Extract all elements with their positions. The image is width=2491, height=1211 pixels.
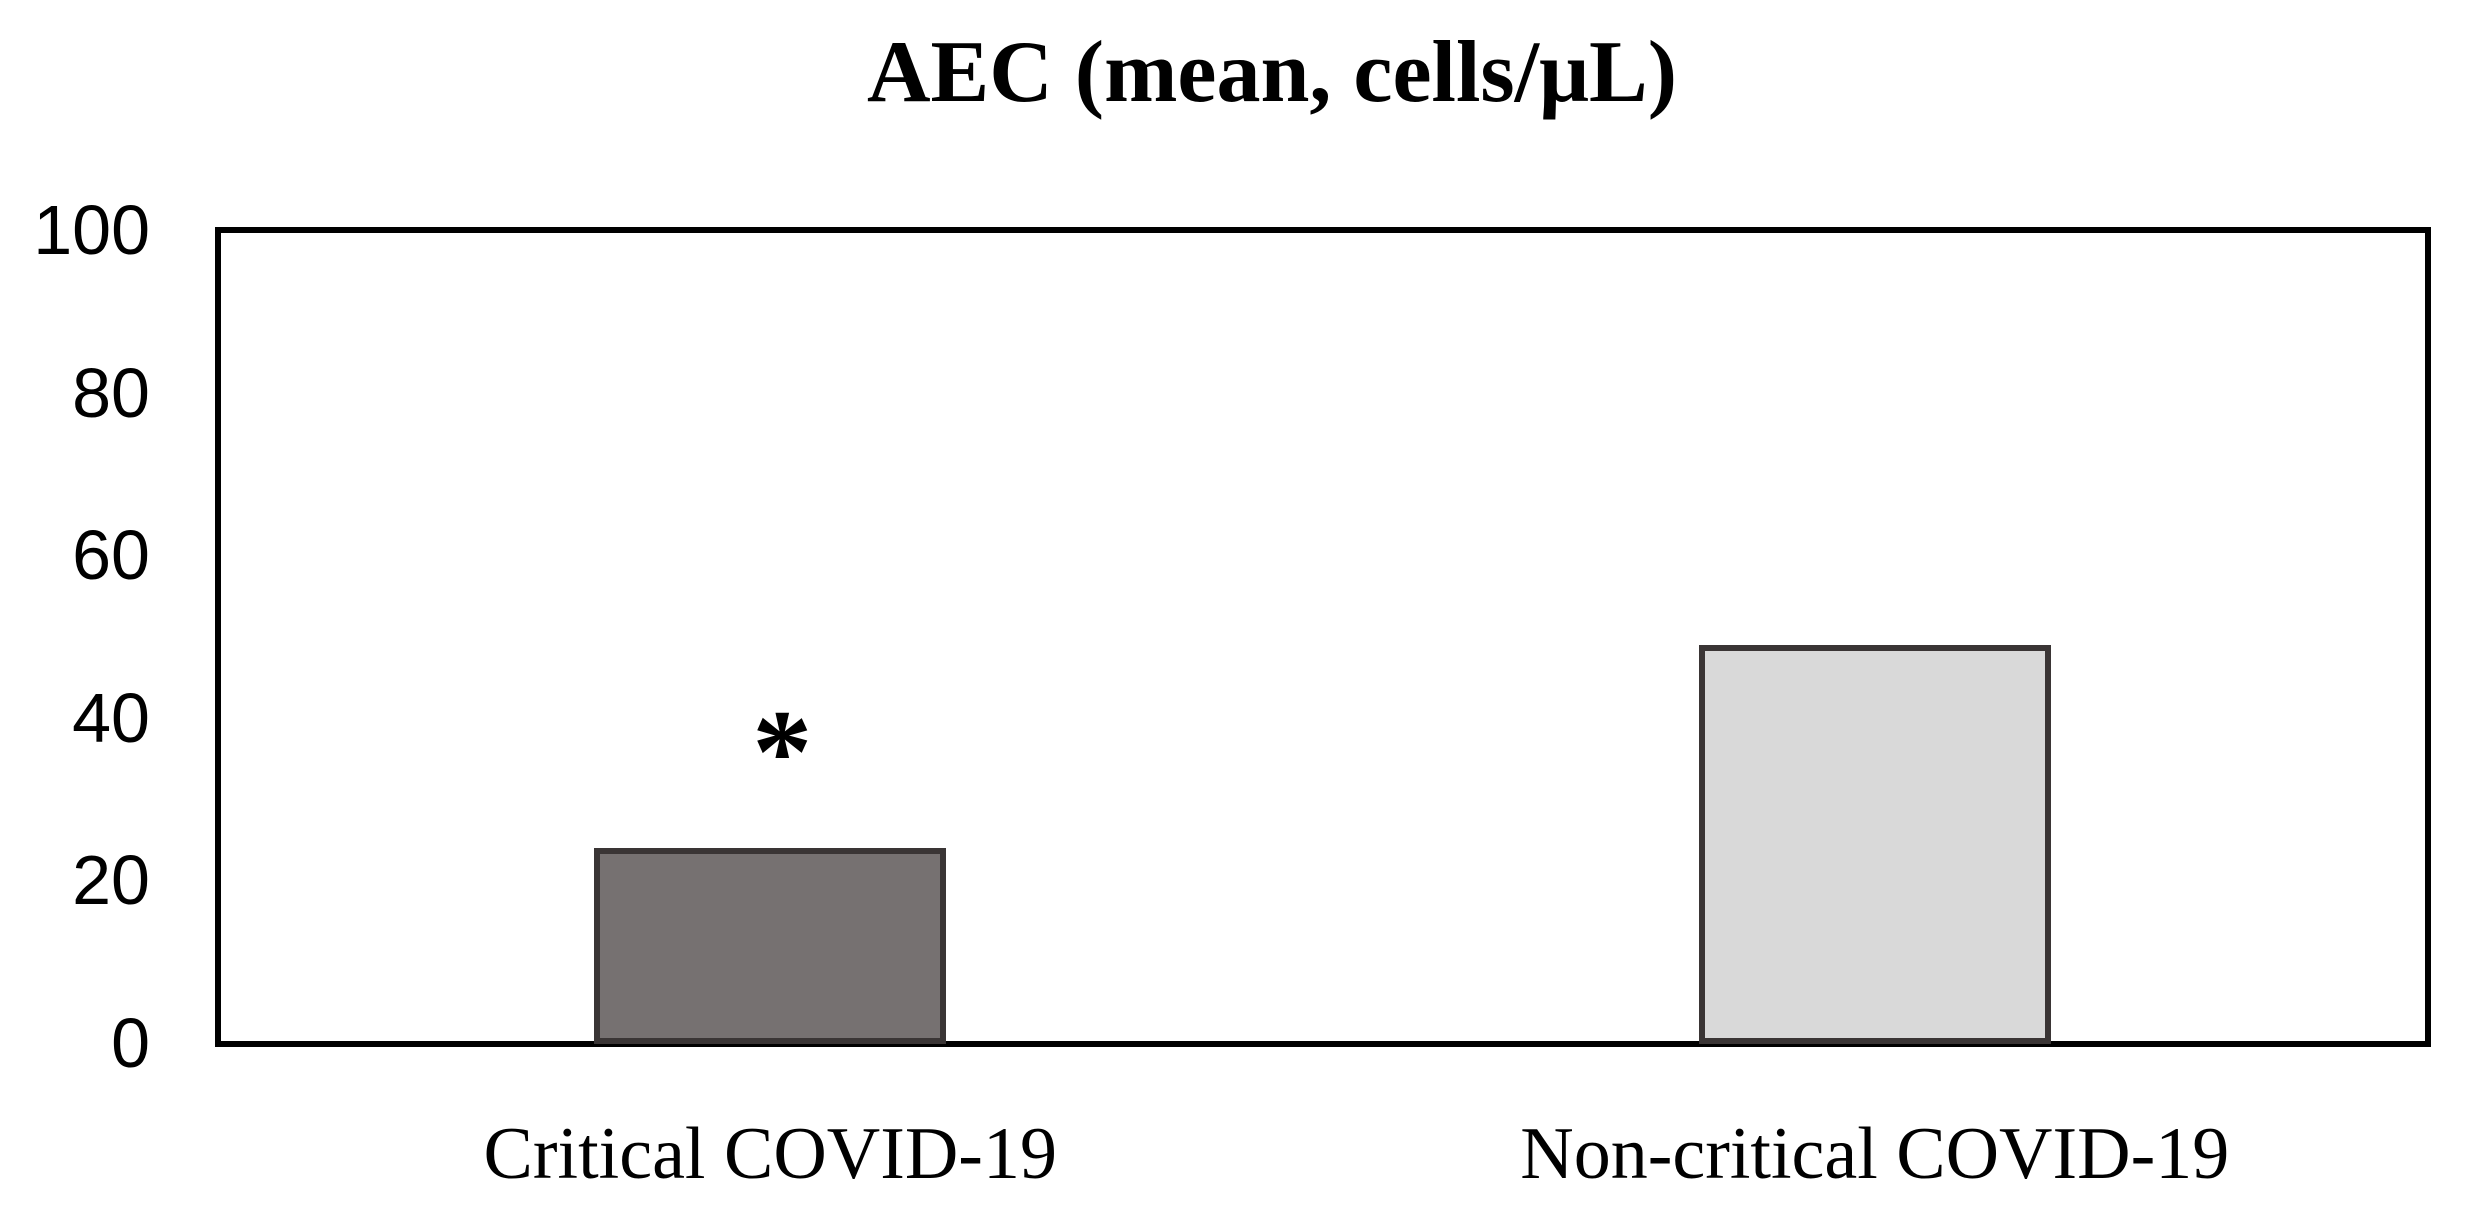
y-tick-label-80: 80	[72, 353, 150, 432]
bar-non-critical-covid-19	[1698, 644, 2051, 1044]
x-category-label-non-critical-covid-19: Non-critical COVID-19	[1520, 1113, 2230, 1195]
y-tick-label-60: 60	[72, 516, 150, 595]
chart-title: AEC (mean, cells/μL)	[866, 24, 1678, 121]
plot-frame	[215, 227, 2431, 1047]
significance-asterisk: *	[752, 685, 813, 818]
y-tick-label-100: 100	[33, 191, 150, 269]
y-tick-label-20: 20	[72, 841, 150, 920]
x-category-label-critical-covid-19: Critical COVID-19	[483, 1113, 1057, 1195]
bar-critical-covid-19	[594, 847, 947, 1044]
y-tick-label-40: 40	[72, 678, 150, 757]
y-tick-label-0: 0	[111, 1004, 150, 1082]
